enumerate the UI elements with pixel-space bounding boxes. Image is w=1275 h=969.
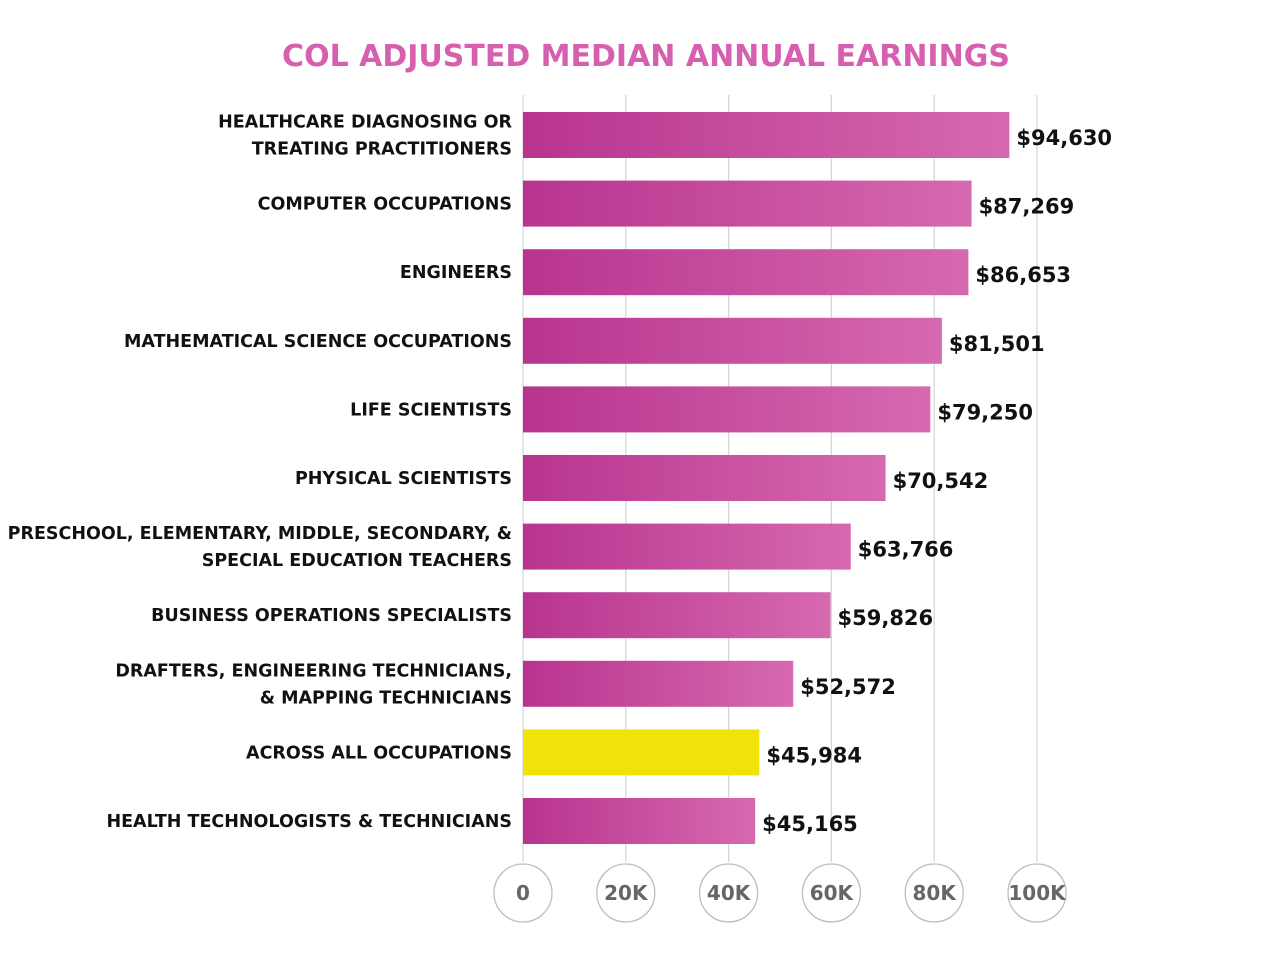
category-label-line: BUSINESS OPERATIONS SPECIALISTS [151,606,512,626]
category-label-line: TREATING PRACTITIONERS [252,140,512,160]
tick-circle [904,863,964,923]
category-label: BUSINESS OPERATIONS SPECIALISTS [151,606,512,626]
bars [523,112,1010,844]
category-label: ENGINEERS [400,263,512,283]
value-label: $70,542 [893,469,989,493]
category-label: COMPUTER OCCUPATIONS [258,195,512,215]
category-label: LIFE SCIENTISTS [350,400,512,420]
bar-highlight [523,729,760,776]
category-labels: HEALTHCARE DIAGNOSING OR TREATING PRACTIT… [8,113,513,833]
value-label: $86,653 [975,263,1071,287]
bar [523,112,1010,158]
category-label-line: MATHEMATICAL SCIENCE OCCUPATIONS [124,332,512,352]
bar [523,180,972,227]
value-label: $45,165 [762,812,858,836]
tick-label: 40K [707,881,752,905]
category-label-line: ACROSS ALL OCCUPATIONS [246,743,512,763]
bar [523,523,851,570]
tick-circle [596,863,656,923]
bar [523,386,931,433]
category-label-line: HEALTH TECHNOLOGISTS & TECHNICIANS [106,812,512,832]
category-label: DRAFTERS, ENGINEERING TECHNICIANS, & MAPP… [115,661,512,708]
category-label: PHYSICAL SCIENTISTS [295,469,512,489]
tick-circle [1007,863,1067,923]
tick-label: 100K [1008,881,1067,905]
value-label: $63,766 [858,538,954,562]
category-label-line: LIFE SCIENTISTS [350,400,512,420]
chart-title: COL ADJUSTED MEDIAN ANNUAL EARNINGS [282,39,1010,74]
bar [523,592,831,639]
category-label: HEALTH TECHNOLOGISTS & TECHNICIANS [106,812,512,832]
bar [523,798,756,844]
tick-label: 60K [810,881,855,905]
category-label: ACROSS ALL OCCUPATIONS [246,743,512,763]
category-label-line: ENGINEERS [400,263,512,283]
category-label-line: PHYSICAL SCIENTISTS [295,469,512,489]
tick-circle [698,863,759,923]
category-label: PRESCHOOL, ELEMENTARY, MIDDLE, SECONDARY… [8,524,512,571]
tick-circle [801,863,862,923]
bar [523,317,942,364]
tick-label: 80K [913,881,958,905]
x-axis-ticks: 0 20K 40K 60K 80K 100K [493,863,1067,923]
category-label-line: & MAPPING TECHNICIANS [260,688,512,708]
value-label: $59,826 [838,606,934,630]
value-label: $94,630 [1016,126,1112,150]
bar [523,660,794,707]
tick-label: 20K [604,881,649,905]
category-label: HEALTHCARE DIAGNOSING OR TREATING PRACTIT… [218,113,512,160]
bar [523,249,969,296]
value-label: $87,269 [979,195,1075,219]
value-label: $52,572 [800,675,896,699]
value-label: $81,501 [949,332,1045,356]
tick-label: 0 [516,881,530,905]
category-label-line: HEALTHCARE DIAGNOSING OR [218,113,512,133]
category-label: MATHEMATICAL SCIENCE OCCUPATIONS [124,332,512,352]
value-label: $79,250 [937,400,1033,424]
category-label-line: DRAFTERS, ENGINEERING TECHNICIANS, [115,661,512,681]
value-labels: $94,630 $87,269 $86,653 $81,501 $79,250 $70,5… [762,126,1112,836]
category-label-line: SPECIAL EDUCATION TEACHERS [202,551,512,571]
value-label: $45,984 [766,743,862,767]
tick-circle [493,863,553,923]
category-label-line: COMPUTER OCCUPATIONS [258,195,512,215]
category-label-line: PRESCHOOL, ELEMENTARY, MIDDLE, SECONDARY… [8,524,512,544]
bar [523,455,886,501]
